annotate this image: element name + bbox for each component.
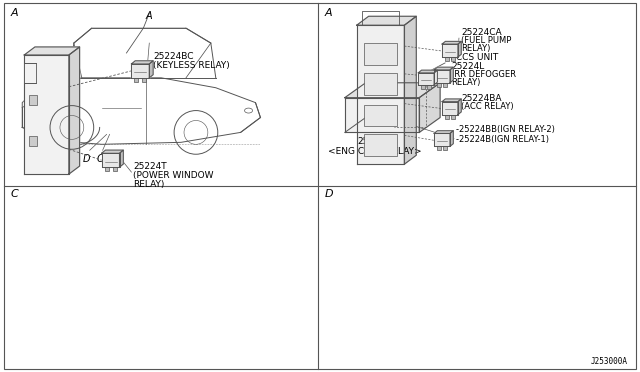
- Text: (KEYLESS RELAY): (KEYLESS RELAY): [153, 61, 230, 70]
- Polygon shape: [69, 47, 79, 174]
- Text: (ACC RELAY): (ACC RELAY): [461, 102, 513, 110]
- Polygon shape: [102, 153, 120, 167]
- Polygon shape: [442, 41, 461, 44]
- Text: A: A: [10, 8, 18, 18]
- Text: 25224BC: 25224BC: [153, 52, 194, 61]
- Polygon shape: [434, 70, 450, 83]
- Polygon shape: [458, 99, 461, 115]
- Text: (FUEL PUMP: (FUEL PUMP: [461, 36, 511, 45]
- Bar: [443, 83, 447, 87]
- Bar: [445, 115, 449, 119]
- Bar: [445, 57, 449, 61]
- Polygon shape: [458, 41, 461, 57]
- Polygon shape: [345, 83, 440, 98]
- Bar: [29, 95, 37, 105]
- Bar: [451, 57, 455, 61]
- Polygon shape: [356, 16, 416, 25]
- Text: (RR DEFOGGER: (RR DEFOGGER: [451, 70, 516, 79]
- Polygon shape: [131, 64, 149, 78]
- Polygon shape: [434, 134, 450, 146]
- Bar: [113, 167, 116, 171]
- Bar: [437, 146, 441, 150]
- Polygon shape: [442, 99, 461, 102]
- Text: 25224T: 25224T: [133, 162, 167, 171]
- Text: RELAY): RELAY): [133, 180, 164, 189]
- Bar: [443, 146, 447, 150]
- Bar: [364, 43, 397, 65]
- Text: C: C: [96, 154, 103, 164]
- Polygon shape: [24, 47, 79, 55]
- Polygon shape: [434, 70, 437, 85]
- Bar: [29, 137, 37, 146]
- Text: C: C: [10, 189, 18, 199]
- Text: RELAY): RELAY): [451, 78, 481, 87]
- Polygon shape: [434, 131, 453, 134]
- Text: -25224B(IGN RELAY-1): -25224B(IGN RELAY-1): [456, 135, 549, 144]
- Text: J253000A: J253000A: [591, 357, 628, 366]
- Text: 25224L: 25224L: [451, 62, 484, 71]
- Polygon shape: [442, 44, 458, 57]
- Text: 25224BA: 25224BA: [461, 94, 501, 103]
- Polygon shape: [450, 131, 453, 146]
- Bar: [451, 115, 455, 119]
- Bar: [364, 134, 397, 156]
- Bar: [24, 63, 36, 83]
- Bar: [104, 167, 109, 171]
- Polygon shape: [356, 25, 404, 164]
- Text: -ECCS UNIT: -ECCS UNIT: [447, 53, 499, 62]
- Polygon shape: [24, 55, 69, 174]
- Bar: [142, 78, 147, 82]
- Polygon shape: [419, 70, 437, 73]
- Polygon shape: [450, 67, 453, 83]
- Text: -25224BB(IGN RELAY-2): -25224BB(IGN RELAY-2): [456, 125, 555, 134]
- Bar: [134, 78, 138, 82]
- Polygon shape: [419, 83, 440, 132]
- Bar: [364, 73, 397, 95]
- Polygon shape: [345, 98, 419, 132]
- Text: A: A: [146, 11, 152, 21]
- Text: (POWER WINDOW: (POWER WINDOW: [133, 171, 214, 180]
- Bar: [364, 105, 397, 126]
- Bar: [427, 85, 431, 89]
- Polygon shape: [404, 16, 416, 164]
- Bar: [437, 83, 441, 87]
- Text: RELAY): RELAY): [461, 44, 490, 53]
- Polygon shape: [120, 150, 124, 167]
- Polygon shape: [149, 61, 153, 78]
- Text: 25224CA: 25224CA: [461, 28, 502, 37]
- Text: A: A: [325, 8, 333, 18]
- Text: <ENG CONT RELAY>: <ENG CONT RELAY>: [328, 147, 421, 156]
- Text: D: D: [83, 154, 90, 164]
- Polygon shape: [131, 61, 153, 64]
- Text: D: D: [325, 189, 333, 199]
- Text: 25224C: 25224C: [357, 137, 392, 146]
- Polygon shape: [102, 150, 124, 153]
- Bar: [421, 85, 425, 89]
- Polygon shape: [442, 102, 458, 115]
- Polygon shape: [434, 67, 453, 70]
- Polygon shape: [419, 73, 434, 85]
